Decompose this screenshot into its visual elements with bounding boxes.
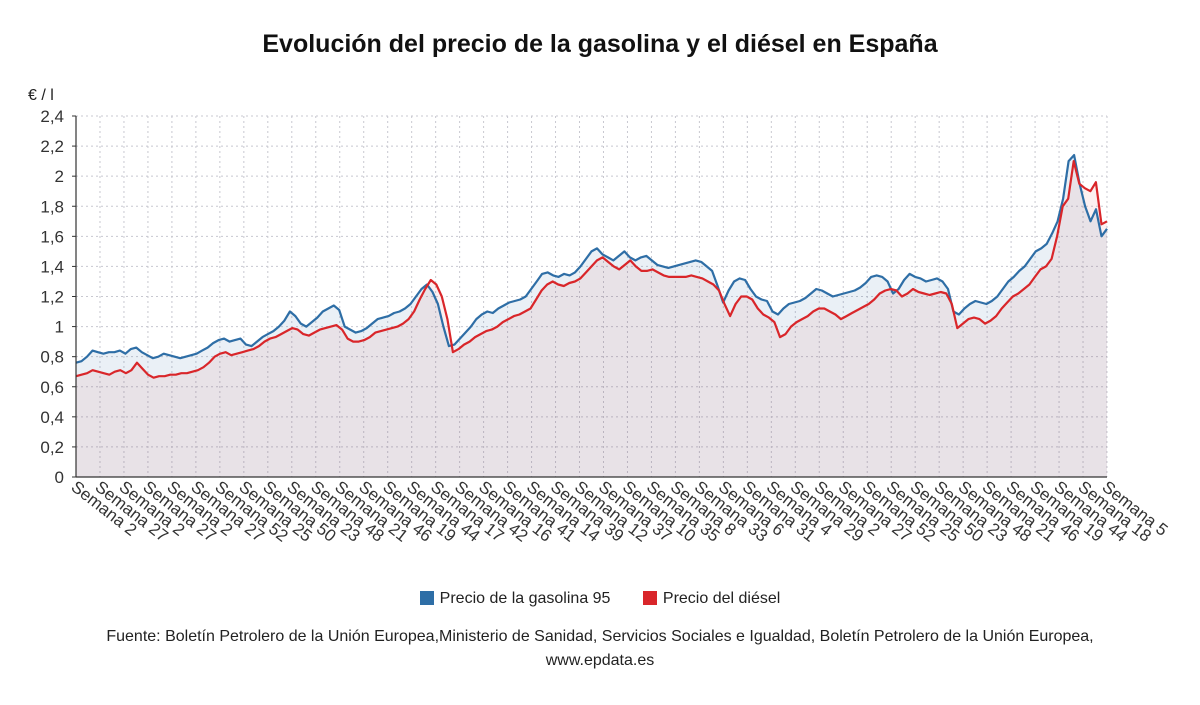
- series-line-1: [75, 160, 1108, 379]
- legend-label-gasolina: Precio de la gasolina 95: [439, 590, 611, 607]
- area-fill-series-0: [76, 155, 1107, 477]
- y-tick-label: 0,2: [40, 438, 64, 457]
- legend-item-diesel: Precio del diésel: [642, 590, 781, 608]
- series-line-0: [75, 154, 1108, 364]
- y-axis-label: € / l: [28, 87, 54, 104]
- y-tick-label: 0: [55, 468, 64, 487]
- area-fills: [76, 155, 1107, 477]
- y-tick-label: 1,6: [40, 227, 64, 246]
- y-tick-label: 1,8: [40, 197, 64, 216]
- area-fill-series-1: [76, 161, 1107, 477]
- chart-title: Evolución del precio de la gasolina y el…: [262, 30, 938, 58]
- y-tick-label: 1: [55, 318, 64, 337]
- series-lines: [75, 154, 1108, 379]
- y-tick-labels: 0 0,2 0,4 0,6 0,8 1 1,2 1,4 1,6 1,8 2 2,2 2,4: [40, 107, 64, 487]
- legend: Precio de la gasolina 95 Precio del diés…: [0, 590, 1200, 608]
- source-site: www.epdata.es: [545, 652, 655, 669]
- legend-swatch-diesel: [642, 591, 657, 605]
- y-tick-label: 0,4: [40, 408, 64, 427]
- legend-label-diesel: Precio del diésel: [662, 590, 781, 607]
- y-tick-label: 2,2: [40, 137, 64, 156]
- source-text: Fuente: Boletín Petrolero de la Unión Eu…: [106, 628, 1094, 645]
- y-tick-label: 0,8: [40, 348, 64, 367]
- y-tick-label: 1,2: [40, 288, 64, 307]
- y-tick-label: 2: [55, 167, 64, 186]
- y-tick-label: 2,4: [40, 107, 64, 126]
- y-tick-label: 1,4: [40, 257, 64, 276]
- grid: [76, 115, 1108, 477]
- source-note: Fuente: Boletín Petrolero de la Unión Eu…: [60, 625, 1140, 673]
- axes: [72, 115, 1107, 478]
- legend-swatch-gasolina: [419, 591, 434, 605]
- legend-item-gasolina: Precio de la gasolina 95: [419, 590, 611, 608]
- chart: € / l 00,20,40,60,811,21,41,61,822,22,4 …: [28, 87, 1172, 546]
- y-tick-label: 0,6: [40, 378, 64, 397]
